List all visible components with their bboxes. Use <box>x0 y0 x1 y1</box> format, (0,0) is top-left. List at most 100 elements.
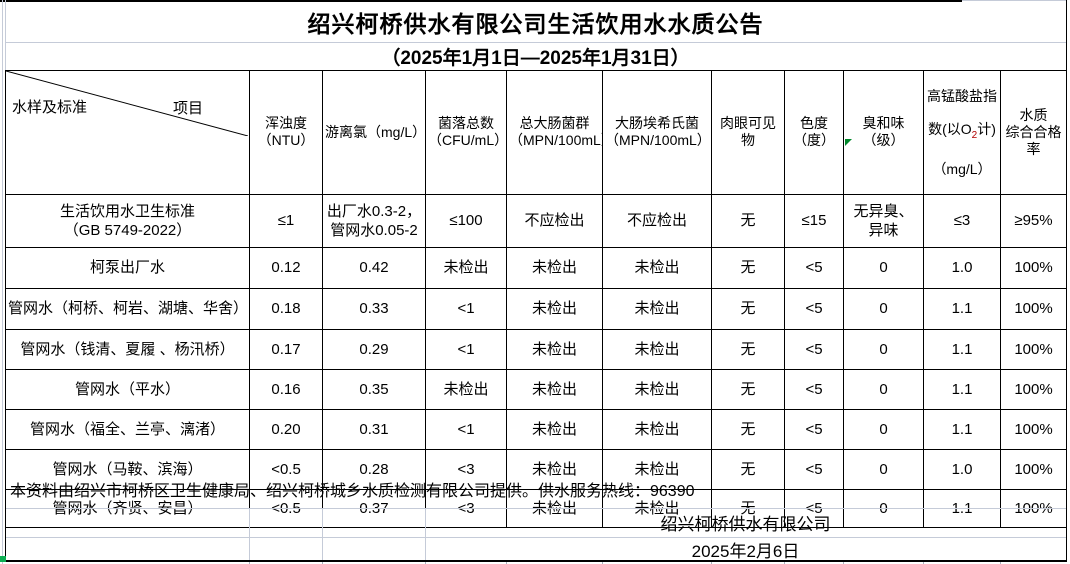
table-cell: ≤100 <box>425 193 507 248</box>
corner-label-item: 项目 <box>173 100 204 117</box>
table-cell: 100% <box>1000 328 1067 370</box>
table-cell: 100% <box>1000 448 1067 490</box>
table-cell: <1 <box>425 408 507 450</box>
corner-label-sample: 水样及标准 <box>12 99 88 116</box>
table-cell: ≤3 <box>923 193 1001 248</box>
table-cell: 未检出 <box>425 368 507 410</box>
table-cell: 无 <box>711 287 785 330</box>
table-cell: 未检出 <box>602 246 712 289</box>
table-cell: ≤15 <box>784 193 844 248</box>
table-cell: 0.29 <box>322 328 426 370</box>
col-header-colony-count: 菌落总数 （CFU/mL） <box>425 70 507 195</box>
table-cell: 0.16 <box>249 368 323 410</box>
gridline <box>5 508 1066 509</box>
page-subtitle: （2025年1月1日—2025年1月31日） <box>381 47 690 69</box>
table-row: 管网水（马鞍、滨海） <0.5 0.28 <3 未检出 未检出 无 <5 0 1… <box>5 448 1067 490</box>
table-cell: <5 <box>784 448 844 490</box>
gridline-tick <box>843 562 844 564</box>
table-cell: 无 <box>711 408 785 450</box>
row-label: 管网水（平水） <box>5 368 250 410</box>
table-cell: 0.35 <box>322 368 426 410</box>
gridline-tick <box>923 562 924 564</box>
row-label: 管网水（钱清、夏履 、杨汛桥） <box>5 328 250 370</box>
table-cell: 未检出 <box>425 246 507 289</box>
table-cell: 未检出 <box>602 328 712 370</box>
table-cell: <1 <box>425 328 507 370</box>
header-row: 项目 水样及标准 浑浊度 （NTU） 游离氯（mg/L） 菌落总数 （CFU/m… <box>5 70 1067 195</box>
page-title: 绍兴柯桥供水有限公司生活饮用水水质公告 <box>307 11 764 37</box>
table-cell: 0.31 <box>322 408 426 450</box>
table-row: 管网水（钱清、夏履 、杨汛桥） 0.17 0.29 <1 未检出 未检出 无 <… <box>5 328 1067 370</box>
table-cell: 无 <box>711 368 785 410</box>
col-header-free-chlorine: 游离氯（mg/L） <box>322 70 426 195</box>
table-cell: <5 <box>784 246 844 289</box>
water-quality-table: 项目 水样及标准 浑浊度 （NTU） 游离氯（mg/L） 菌落总数 （CFU/m… <box>5 70 1067 528</box>
table-cell: 未检出 <box>602 368 712 410</box>
row-label: 管网水（福全、兰亭、漓渚） <box>5 408 250 450</box>
table-cell: 0 <box>843 287 924 330</box>
cell-flag-triangle-icon <box>845 139 852 146</box>
table-cell: 0.42 <box>322 246 426 289</box>
table-row-standard: 生活饮用水卫生标准 （GB 5749-2022） ≤1 出厂水0.3-2， 管网… <box>5 193 1067 248</box>
table-cell: 0.28 <box>322 448 426 490</box>
gridline-tick <box>784 562 785 564</box>
left-gridline <box>2 0 3 564</box>
table-row: 管网水（平水） 0.16 0.35 未检出 未检出 未检出 无 <5 0 1.1… <box>5 368 1067 410</box>
table-cell: 出厂水0.3-2， 管网水0.05-2 <box>322 193 426 248</box>
col-header-turbidity: 浑浊度 （NTU） <box>249 70 323 195</box>
col-header-visible-matter: 肉眼可见物 <box>711 70 785 195</box>
gridline <box>322 508 323 561</box>
col-header-total-coliform: 总大肠菌群 （MPN/100mL） <box>506 70 603 195</box>
gridline-tick <box>1000 562 1001 564</box>
gridline-tick <box>322 562 323 564</box>
gridline <box>425 508 426 561</box>
subscript-2: 2 <box>971 129 978 141</box>
table-cell: 0 <box>843 368 924 410</box>
table-cell: 未检出 <box>506 287 603 330</box>
table-cell: 未检出 <box>506 448 603 490</box>
table-row: 柯泵出厂水 0.12 0.42 未检出 未检出 未检出 无 <5 0 1.0 1… <box>5 246 1067 289</box>
table-cell: 不应检出 <box>506 193 603 248</box>
table-cell: <5 <box>784 287 844 330</box>
table-cell: 无 <box>711 193 785 248</box>
row-label: 管网水（柯桥、柯岩、湖塘、华舍） <box>5 287 250 330</box>
gridline <box>249 508 250 561</box>
table-cell: <5 <box>784 328 844 370</box>
table-cell: 未检出 <box>506 368 603 410</box>
gridline-tick <box>425 562 426 564</box>
table-cell: 无 <box>711 328 785 370</box>
table-cell: 100% <box>1000 287 1067 330</box>
table-cell: 0 <box>843 408 924 450</box>
company-signature: 绍兴柯桥供水有限公司 <box>660 515 831 534</box>
table-cell: 无 <box>711 246 785 289</box>
table-cell: ≥95% <box>1000 193 1067 248</box>
table-cell: 100% <box>1000 246 1067 289</box>
table-cell: 100% <box>1000 408 1067 450</box>
row-label: 柯泵出厂水 <box>5 246 250 289</box>
table-cell: 未检出 <box>602 408 712 450</box>
gridline <box>5 537 1066 538</box>
table-cell: 未检出 <box>506 408 603 450</box>
table-cell: 0.18 <box>249 287 323 330</box>
table-cell: <5 <box>784 408 844 450</box>
table-cell: 无异臭、 异味 <box>843 193 924 248</box>
table-cell: <0.5 <box>249 448 323 490</box>
gridline-tick <box>602 562 603 564</box>
table-cell: <3 <box>425 448 507 490</box>
table-bottom-border <box>5 560 1067 562</box>
title-left-gridline <box>5 0 6 70</box>
table-cell: 未检出 <box>506 328 603 370</box>
top-border-line <box>0 0 962 2</box>
table-row: 管网水（柯桥、柯岩、湖塘、华舍） 0.18 0.33 <1 未检出 未检出 无 … <box>5 287 1067 330</box>
table-cell: 1.1 <box>923 328 1001 370</box>
signature-date: 2025年2月6日 <box>691 541 800 561</box>
table-row: 管网水（福全、兰亭、漓渚） 0.20 0.31 <1 未检出 未检出 无 <5 … <box>5 408 1067 450</box>
table-cell: 0 <box>843 246 924 289</box>
footer-note: 本资料由绍兴市柯桥区卫生健康局、绍兴柯桥城乡水质检测有限公司提供。供水服务热线：… <box>10 483 695 500</box>
gridline-tick <box>711 562 712 564</box>
gridline-tick <box>506 562 507 564</box>
table-cell: 0.17 <box>249 328 323 370</box>
table-cell: 0.12 <box>249 246 323 289</box>
diagonal-line <box>6 71 248 136</box>
table-cell: 1.1 <box>923 408 1001 450</box>
